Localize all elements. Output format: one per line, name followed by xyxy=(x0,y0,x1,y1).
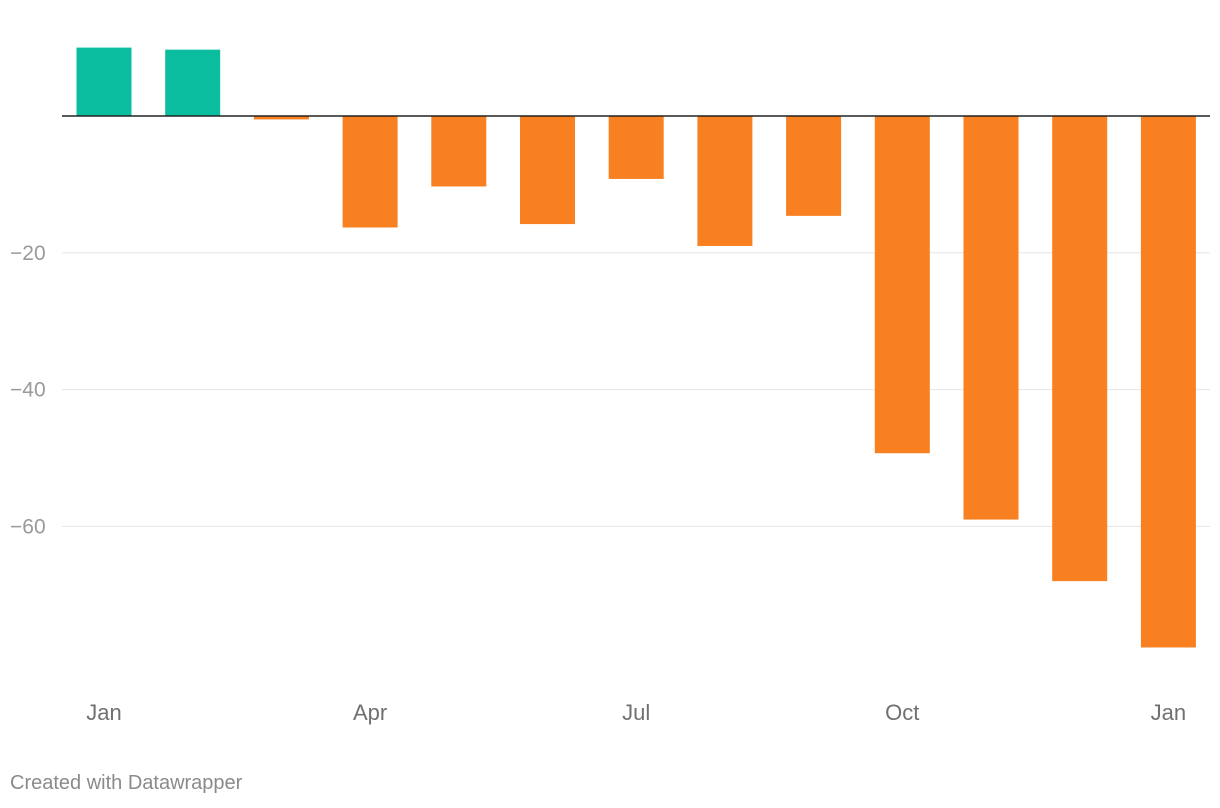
bar-apr-3 xyxy=(342,116,398,228)
gridlines xyxy=(62,252,1210,527)
x-tick-label: Jan xyxy=(86,700,121,725)
y-tick-label: −20 xyxy=(10,242,46,265)
datawrapper-credit: Created with Datawrapper xyxy=(10,772,243,794)
y-tick-label: −40 xyxy=(10,379,46,402)
bar-may-4 xyxy=(431,116,487,187)
bar-jan-0 xyxy=(76,47,132,116)
x-tick-label: Oct xyxy=(885,700,919,725)
bar-mar-2 xyxy=(253,116,309,120)
bar-sep-8 xyxy=(786,116,842,216)
axes: −20 −40 −60 Jan Apr Jul Oct Jan xyxy=(10,115,1210,725)
bar-nov-10 xyxy=(963,116,1019,520)
x-tick-label: Apr xyxy=(353,700,387,725)
bar-jul-6 xyxy=(608,116,664,179)
bar-jan-12 xyxy=(1140,116,1196,648)
y-tick-label: −60 xyxy=(10,515,46,538)
bar-jun-5 xyxy=(520,116,575,225)
bar-aug-7 xyxy=(697,116,753,246)
x-tick-label: Jan xyxy=(1151,700,1186,725)
bar-feb-1 xyxy=(165,49,221,116)
bars xyxy=(76,47,1196,648)
bar-dec-11 xyxy=(1052,116,1108,582)
x-tick-label: Jul xyxy=(622,700,650,725)
bar-oct-9 xyxy=(874,116,930,454)
